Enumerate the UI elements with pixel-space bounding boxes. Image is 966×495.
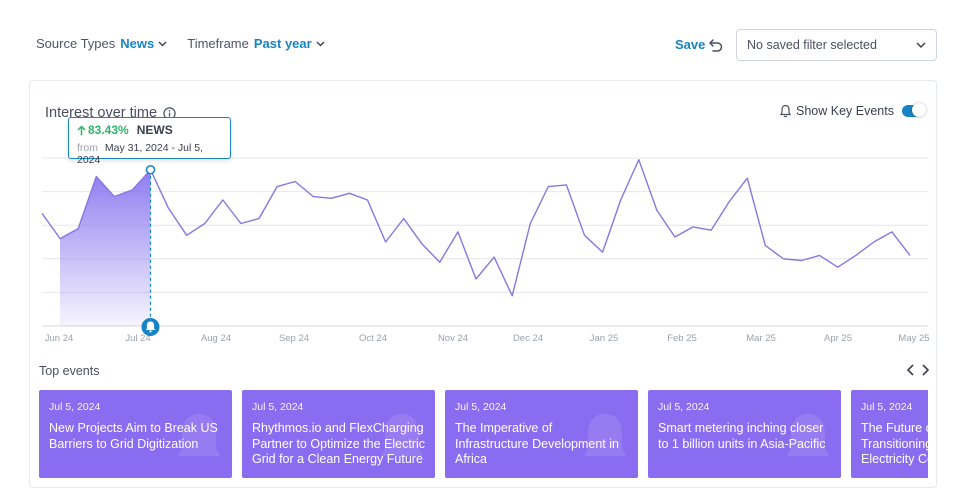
event-headline: Rhythmos.io and FlexCharging Partner to … (252, 421, 425, 468)
event-headline-line: Electricity Common Market (861, 452, 928, 466)
event-headline-line: Infrastructure Development in (455, 436, 619, 451)
event-headline-line: Partner to Optimize the Electric (252, 436, 425, 451)
x-tick-label: Feb 25 (667, 333, 697, 344)
event-headline: The Future of Energy: Transitioning to a… (861, 421, 928, 468)
chevron-left-icon[interactable] (904, 362, 918, 378)
x-tick-label: Oct 24 (359, 333, 387, 344)
events-carousel: Jul 5, 2024 New Projects Aim to Break US… (39, 390, 928, 479)
ghost-watermark-icon (584, 414, 626, 456)
source-types-label: Source Types (36, 36, 116, 51)
toggle-knob (911, 103, 926, 117)
event-headline-line: Rhythmos.io and FlexCharging (252, 421, 424, 435)
event-card[interactable]: Jul 5, 2024 The Imperative of Infrastruc… (445, 390, 638, 478)
event-card[interactable]: Jul 5, 2024 New Projects Aim to Break US… (39, 390, 232, 478)
event-date: Jul 5, 2024 (252, 401, 304, 413)
saved-filter-placeholder: No saved filter selected (747, 38, 877, 52)
timeframe-label: Timeframe (187, 36, 249, 51)
chevron-down-icon (916, 42, 926, 49)
chevron-down-icon (158, 41, 167, 46)
x-tick-label: Jul 24 (125, 333, 150, 344)
event-headline-line: New Projects Aim to Break US (49, 421, 218, 435)
event-headline-line: The Imperative of (455, 421, 553, 435)
bell-clapper (149, 330, 152, 333)
ghost-watermark-icon (787, 414, 829, 456)
tooltip-change: 83.43% (88, 123, 129, 137)
highlight-point (145, 164, 156, 175)
event-headline-line: Africa (455, 452, 487, 466)
bell-icon (780, 104, 791, 118)
event-headline: Smart metering inching closer to 1 billi… (658, 421, 831, 452)
event-card[interactable]: Jul 5, 2024 Rhythmos.io and FlexCharging… (242, 390, 435, 478)
series-line (41, 158, 911, 297)
event-card[interactable]: Jul 5, 2024 Smart metering inching close… (648, 390, 841, 478)
tooltip-source: NEWS (136, 123, 173, 137)
event-headline: New Projects Aim to Break US Barriers to… (49, 421, 222, 452)
events-nav (904, 362, 932, 378)
event-headline-line: Barriers to Grid Digitization (49, 436, 199, 451)
saved-filter-select[interactable]: No saved filter selected (736, 29, 937, 61)
key-events-label: Show Key Events (796, 104, 894, 118)
arrow-up-icon (77, 124, 86, 135)
event-headline-line: Transitioning to a Clean (861, 436, 928, 451)
key-events-toggle[interactable] (901, 103, 926, 117)
source-types-filter[interactable]: Source Types News (36, 36, 167, 51)
chart-tooltip: 83.43% NEWS from May 31, 2024 - Jul 5, 2… (68, 117, 231, 166)
event-headline-line: Grid for a Clean Energy Future (252, 452, 423, 466)
source-types-value[interactable]: News (120, 36, 155, 51)
event-headline-line: to 1 billion units in Asia-Pacific (658, 436, 826, 451)
x-tick-label: Dec 24 (513, 333, 543, 344)
chevron-down-icon (316, 41, 325, 46)
undo-icon[interactable] (708, 37, 724, 53)
event-headline-line: Smart metering inching closer (658, 421, 824, 435)
save-button[interactable]: Save (675, 37, 706, 52)
event-date: Jul 5, 2024 (455, 401, 507, 413)
chevron-right-icon[interactable] (918, 362, 932, 378)
ghost-watermark-icon (381, 414, 423, 456)
x-tick-label: Jun 24 (45, 333, 74, 344)
event-date: Jul 5, 2024 (658, 401, 710, 413)
bell-icon (145, 321, 156, 330)
highlight-area (60, 169, 151, 326)
filter-bar: Source Types News Timeframe Past year (36, 36, 345, 51)
x-tick-label: Sep 24 (279, 333, 309, 344)
top-events-title: Top events (39, 364, 100, 378)
tooltip-from-label: from (77, 142, 98, 154)
event-headline: The Imperative of Infrastructure Develop… (455, 421, 628, 468)
x-tick-label: Mar 25 (746, 333, 776, 344)
ghost-watermark-icon (178, 414, 220, 456)
event-card[interactable]: Jul 5, 2024 The Future of Energy: Transi… (851, 390, 928, 478)
event-date: Jul 5, 2024 (861, 401, 913, 413)
x-tick-label: Nov 24 (438, 333, 468, 344)
event-headline-line: The Future of Energy: (861, 421, 928, 435)
x-tick-label: Aug 24 (201, 333, 231, 344)
x-tick-label: Jan 25 (590, 333, 619, 344)
timeframe-value[interactable]: Past year (253, 36, 312, 51)
tooltip-range: May 31, 2024 - Jul 5, 2024 (77, 142, 203, 166)
event-date: Jul 5, 2024 (49, 401, 101, 413)
x-tick-label: Apr 25 (824, 333, 852, 344)
timeframe-filter[interactable]: Timeframe Past year (187, 36, 325, 51)
x-tick-label: May 25 (898, 333, 929, 344)
key-events-control: Show Key Events (779, 103, 926, 118)
